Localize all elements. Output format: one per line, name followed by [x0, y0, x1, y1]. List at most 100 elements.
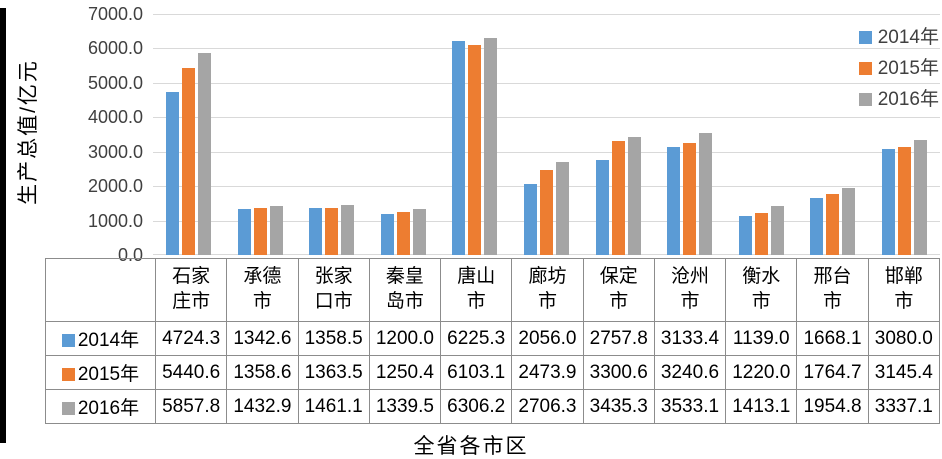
bar-group: [153, 14, 225, 255]
value-cell: 1461.1: [297, 389, 370, 424]
value-cell: 5857.8: [154, 389, 228, 424]
bar-group: [582, 14, 654, 255]
value-cell: 1432.9: [226, 389, 299, 424]
bar: [556, 161, 569, 255]
bar: [699, 133, 713, 255]
value-cell: 2056.0: [511, 321, 584, 356]
series-swatch-icon: [61, 402, 75, 415]
value-cell: 3533.1: [653, 389, 727, 424]
city-header-cell: 秦皇 岛市: [368, 258, 442, 322]
value-cell: 6306.2: [440, 389, 513, 424]
value-cell: 3435.3: [582, 389, 655, 424]
bar-group: [439, 14, 511, 255]
bar-group: [654, 14, 726, 255]
bar: [380, 213, 394, 255]
bar: [309, 208, 323, 255]
value-cell: 3133.4: [653, 321, 727, 356]
table-row: 2014年 4724.3 1342.6 1358.5 1200.0 6225.3 2056.…: [45, 321, 941, 356]
value-cell: 1668.1: [796, 321, 869, 356]
value-cell: 3080.0: [867, 321, 941, 356]
series-label: 2015年: [77, 364, 140, 385]
bar: [897, 146, 911, 255]
data-table: 石家 庄市 承德 市张家 口市 秦皇 岛市 唐山 市廊坊 市保定 市沧州 市衡水 市邢…: [45, 258, 941, 424]
series-row-header: 2016年: [45, 389, 156, 424]
table-header-row: 石家 庄市 承德 市张家 口市 秦皇 岛市 唐山 市廊坊 市保定 市沧州 市衡水 市邢…: [45, 258, 941, 322]
bar-group: [368, 14, 440, 255]
value-cell: 3337.1: [867, 389, 941, 424]
value-cell: 1363.5: [297, 355, 370, 390]
value-cell: 6103.1: [440, 355, 513, 390]
bar: [881, 148, 895, 255]
bar: [524, 184, 537, 255]
bar: [269, 205, 283, 255]
series-row-header: 2015年: [45, 355, 156, 390]
series-row-header: 2014年: [45, 321, 156, 356]
city-header-cell: 衡水 市: [725, 258, 798, 322]
bar-group: [797, 14, 869, 255]
bar: [754, 213, 768, 255]
city-header-cell: 邢台 市: [796, 258, 869, 322]
y-tick-label: 2000.0: [87, 176, 143, 197]
y-tick-label: 1000.0: [87, 210, 143, 231]
bar: [166, 92, 180, 255]
bar-groups: [153, 14, 940, 255]
bar-group: [511, 14, 583, 255]
bar: [913, 140, 927, 255]
legend-item: 2015年: [857, 58, 940, 79]
bar: [810, 197, 824, 255]
value-cell: 3145.4: [867, 355, 941, 390]
y-tick-label: 6000.0: [87, 38, 143, 59]
bar: [452, 40, 466, 255]
y-tick-label: 7000.0: [87, 4, 143, 24]
city-header-cell: 保定 市: [582, 258, 655, 322]
gridline: [153, 82, 940, 84]
corner-cell: [45, 258, 156, 322]
bar: [468, 44, 482, 255]
series-label: 2016年: [77, 398, 140, 419]
left-border-strip: [0, 8, 6, 443]
gridline: [153, 151, 940, 153]
value-cell: 1358.5: [297, 321, 370, 356]
legend-label: 2014年: [877, 27, 939, 48]
legend: 2014年 2015年 2016年: [857, 27, 940, 110]
bar: [842, 187, 856, 255]
value-cell: 4724.3: [154, 321, 228, 356]
value-cell: 2757.8: [582, 321, 655, 356]
plot-area: 2014年 2015年 2016年: [153, 14, 940, 255]
legend-swatch-icon: [858, 31, 872, 44]
value-cell: 2473.9: [511, 355, 584, 390]
value-cell: 3240.6: [653, 355, 727, 390]
bar: [738, 215, 752, 255]
gridline: [153, 48, 940, 50]
legend-label: 2016年: [877, 89, 939, 110]
bar: [412, 208, 426, 255]
bar: [396, 211, 410, 255]
bar: [611, 141, 625, 255]
bar: [627, 136, 641, 255]
value-cell: 1200.0: [368, 321, 442, 356]
bar: [667, 147, 681, 255]
bar: [540, 169, 553, 255]
value-cell: 5440.6: [154, 355, 228, 390]
bar: [325, 208, 339, 255]
city-header-cell: 唐山 市: [440, 258, 513, 322]
value-cell: 3300.6: [582, 355, 655, 390]
value-cell: 1342.6: [226, 321, 299, 356]
table-row: 2016年 5857.8 1432.9 1461.1 1339.5 6306.2 2706.…: [45, 389, 941, 424]
city-header-cell: 张家 口市: [297, 258, 370, 322]
value-cell: 1220.0: [725, 355, 798, 390]
y-tick-label: 4000.0: [87, 107, 143, 128]
bar-group: [225, 14, 297, 255]
series-swatch-icon: [61, 368, 75, 381]
y-tick-label: 5000.0: [87, 72, 143, 93]
gridline: [153, 117, 940, 119]
series-label: 2014年: [77, 330, 140, 351]
bar: [595, 160, 609, 255]
bar-group: [296, 14, 368, 255]
gridline: [153, 14, 940, 15]
legend-label: 2015年: [877, 58, 939, 79]
bar: [484, 37, 498, 255]
value-cell: 2706.3: [511, 389, 584, 424]
value-cell: 6225.3: [440, 321, 513, 356]
